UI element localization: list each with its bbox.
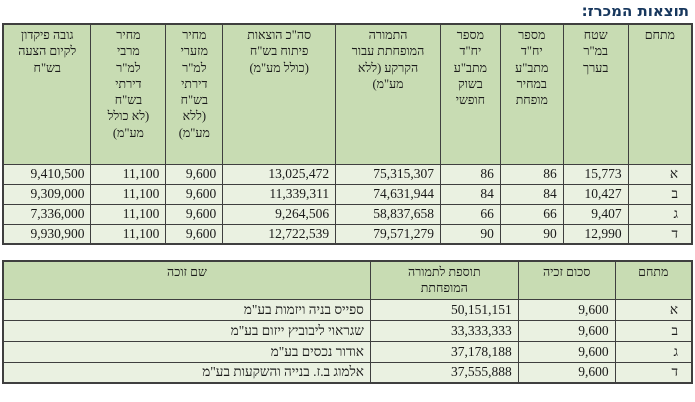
tender-results-table: מתחם שטח במ"ר בערך מספר יח"ד מתב"ע במחיר… <box>2 23 693 245</box>
cell-winner-name: שגראוי ליבוביץ ייזום בע"מ <box>2 319 371 342</box>
cell-development-costs: 13,025,472 <box>222 163 337 185</box>
cell-complex: א <box>627 163 693 185</box>
cell-winning-amount: 9,600 <box>517 319 616 342</box>
col-header-consideration-addition: תוספת לתמורה המופחתת <box>369 260 519 300</box>
col-header-development-costs: סה"כ הוצאות פיתוח בש"ח (כולל מע"מ) <box>222 23 337 165</box>
cell-units-reduced: 66 <box>499 203 564 225</box>
cell-area-sqm: 9,407 <box>562 203 629 225</box>
page-title: תוצאות המכרז: <box>581 2 689 20</box>
cell-complex: ד <box>614 361 693 384</box>
cell-deposit: 9,410,500 <box>2 163 92 185</box>
col-header-complex: מתחם <box>614 260 693 300</box>
cell-land-consideration: 74,631,944 <box>335 183 441 205</box>
cell-max-price-sqm: 11,100 <box>90 203 167 225</box>
cell-consideration-addition: 50,151,151 <box>369 298 519 321</box>
col-header-deposit: גובה פיקדון לקיום הצעה בש"ח <box>2 23 92 165</box>
cell-units-reduced: 90 <box>499 223 564 245</box>
col-header-area-sqm: שטח במ"ר בערך <box>562 23 629 165</box>
cell-min-price-sqm: 9,600 <box>165 223 224 245</box>
cell-winning-amount: 9,600 <box>517 340 616 363</box>
cell-units-free-market: 86 <box>439 163 501 185</box>
cell-complex: ג <box>627 203 693 225</box>
table-row: ד 9,600 37,555,888 אלמוג ב.ז. בנייה והשק… <box>2 361 693 384</box>
col-header-min-price-sqm: מחיר מזערי למ"ר דירתי בש"ח (ללא מע"מ) <box>165 23 224 165</box>
cell-units-reduced: 84 <box>499 183 564 205</box>
cell-complex: ד <box>627 223 693 245</box>
col-header-max-price-sqm: מחיר מרבי למ"ר דירתי בש"ח (לא כולל מע"מ) <box>90 23 167 165</box>
cell-winner-name: אלמוג ב.ז. בנייה והשקעות בע"מ <box>2 361 371 384</box>
cell-winning-amount: 9,600 <box>517 298 616 321</box>
table-row: א 9,600 50,151,151 ספייס בניה ויזמות בע"… <box>2 298 693 321</box>
cell-deposit: 7,336,000 <box>2 203 92 225</box>
cell-development-costs: 9,264,506 <box>222 203 337 225</box>
cell-land-consideration: 75,315,307 <box>335 163 441 185</box>
cell-consideration-addition: 37,555,888 <box>369 361 519 384</box>
col-header-complex: מתחם <box>627 23 693 165</box>
table-row: א 15,773 86 86 75,315,307 13,025,472 9,6… <box>2 163 693 185</box>
table-row: ג 9,600 37,178,188 אודור נכסים בע"מ <box>2 340 693 363</box>
cell-complex: א <box>614 298 693 321</box>
cell-units-free-market: 84 <box>439 183 501 205</box>
col-header-winner-name: שם זוכה <box>2 260 371 300</box>
results-header-row: מתחם שטח במ"ר בערך מספר יח"ד מתב"ע במחיר… <box>2 23 693 165</box>
winners-table: מתחם סכום זכיה תוספת לתמורה המופחתת שם ז… <box>2 260 693 384</box>
table-row: ג 9,407 66 66 58,837,658 9,264,506 9,600… <box>2 203 693 225</box>
cell-land-consideration: 58,837,658 <box>335 203 441 225</box>
cell-units-free-market: 66 <box>439 203 501 225</box>
winners-header-row: מתחם סכום זכיה תוספת לתמורה המופחתת שם ז… <box>2 260 693 300</box>
cell-winner-name: ספייס בניה ויזמות בע"מ <box>2 298 371 321</box>
cell-land-consideration: 79,571,279 <box>335 223 441 245</box>
table-row: ד 12,990 90 90 79,571,279 12,722,539 9,6… <box>2 223 693 245</box>
cell-units-free-market: 90 <box>439 223 501 245</box>
col-header-land-consideration: התמורה המופחתת עבור הקרקע (ללא מע"מ) <box>335 23 441 165</box>
col-header-units-free-market: מספר יח"ד מתב"ע בשוק חופשי <box>439 23 501 165</box>
cell-area-sqm: 12,990 <box>562 223 629 245</box>
cell-winning-amount: 9,600 <box>517 361 616 384</box>
cell-min-price-sqm: 9,600 <box>165 203 224 225</box>
cell-max-price-sqm: 11,100 <box>90 223 167 245</box>
cell-deposit: 9,930,900 <box>2 223 92 245</box>
cell-complex: ב <box>627 183 693 205</box>
cell-complex: ב <box>614 319 693 342</box>
cell-development-costs: 12,722,539 <box>222 223 337 245</box>
col-header-units-reduced: מספר יח"ד מתב"ע במחיר מופחת <box>499 23 564 165</box>
cell-min-price-sqm: 9,600 <box>165 163 224 185</box>
table-row: ב 9,600 33,333,333 שגראוי ליבוביץ ייזום … <box>2 319 693 342</box>
cell-max-price-sqm: 11,100 <box>90 183 167 205</box>
cell-units-reduced: 86 <box>499 163 564 185</box>
cell-area-sqm: 10,427 <box>562 183 629 205</box>
cell-max-price-sqm: 11,100 <box>90 163 167 185</box>
cell-development-costs: 11,339,311 <box>222 183 337 205</box>
cell-complex: ג <box>614 340 693 363</box>
cell-deposit: 9,309,000 <box>2 183 92 205</box>
cell-area-sqm: 15,773 <box>562 163 629 185</box>
cell-consideration-addition: 33,333,333 <box>369 319 519 342</box>
cell-consideration-addition: 37,178,188 <box>369 340 519 363</box>
col-header-winning-amount: סכום זכיה <box>517 260 616 300</box>
cell-min-price-sqm: 9,600 <box>165 183 224 205</box>
table-row: ב 10,427 84 84 74,631,944 11,339,311 9,6… <box>2 183 693 205</box>
cell-winner-name: אודור נכסים בע"מ <box>2 340 371 363</box>
